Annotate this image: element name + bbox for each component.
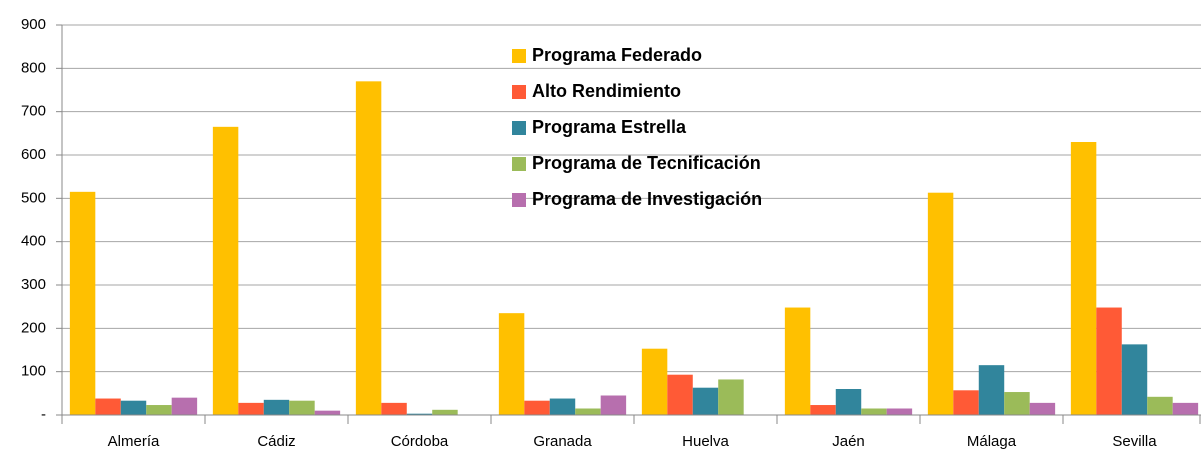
bar <box>238 402 264 415</box>
x-tick-label: Jaén <box>832 433 865 450</box>
x-tick-label: Málaga <box>967 433 1017 450</box>
bar <box>1070 142 1097 415</box>
y-tick-label: 700 <box>21 103 46 120</box>
y-tick-label: 800 <box>21 59 46 76</box>
bar <box>263 399 290 415</box>
legend-label: Programa de Investigación <box>532 189 762 209</box>
legend-swatch <box>512 49 526 63</box>
y-tick-label: 300 <box>21 276 46 293</box>
bar <box>120 400 147 415</box>
bar <box>1029 402 1056 415</box>
bar <box>314 410 341 415</box>
bar <box>1172 402 1199 415</box>
y-tick-label: 600 <box>21 146 46 163</box>
bar <box>289 400 315 415</box>
y-tick-label: 200 <box>21 319 46 336</box>
x-tick-label: Granada <box>533 433 592 450</box>
y-tick-label: 900 <box>21 16 46 33</box>
bar <box>810 405 836 415</box>
bar <box>146 405 172 415</box>
bar <box>381 402 407 415</box>
bar <box>692 387 719 415</box>
x-tick-label: Cádiz <box>257 433 295 450</box>
bar <box>1004 392 1030 415</box>
x-tick-label: Córdoba <box>391 433 449 450</box>
bar <box>524 400 550 415</box>
y-tick-label: 100 <box>21 363 46 380</box>
y-tick-label: 500 <box>21 189 46 206</box>
bar <box>978 365 1005 415</box>
y-tick-label: 400 <box>21 233 46 250</box>
bar <box>1147 396 1173 415</box>
legend-label: Programa de Tecnificación <box>532 153 761 173</box>
bar <box>212 126 239 415</box>
x-tick-label: Huelva <box>682 433 729 450</box>
bar <box>835 389 862 415</box>
bar <box>1096 307 1122 415</box>
legend-swatch <box>512 157 526 171</box>
bar <box>432 409 458 415</box>
bar <box>927 192 954 415</box>
legend-swatch <box>512 121 526 135</box>
bar <box>953 390 979 415</box>
x-tick-label: Almería <box>108 433 160 450</box>
bar <box>861 408 887 415</box>
bar <box>667 374 693 415</box>
x-tick-label: Sevilla <box>1112 433 1157 450</box>
legend-swatch <box>512 193 526 207</box>
bar <box>406 413 433 415</box>
bar <box>69 191 96 415</box>
bar <box>95 398 121 415</box>
bar <box>498 313 525 415</box>
bar <box>171 397 198 415</box>
legend-label: Alto Rendimiento <box>532 81 681 101</box>
bar <box>1121 344 1148 415</box>
bar <box>886 408 913 415</box>
bar <box>575 408 601 415</box>
legend-label: Programa Estrella <box>532 117 687 137</box>
bar <box>784 307 811 415</box>
bar <box>600 395 627 415</box>
bar <box>641 348 668 415</box>
bar <box>549 398 576 415</box>
bar <box>718 379 744 415</box>
y-tick-label: - <box>41 406 46 423</box>
bar <box>355 81 382 415</box>
legend-swatch <box>512 85 526 99</box>
legend-label: Programa Federado <box>532 45 702 65</box>
